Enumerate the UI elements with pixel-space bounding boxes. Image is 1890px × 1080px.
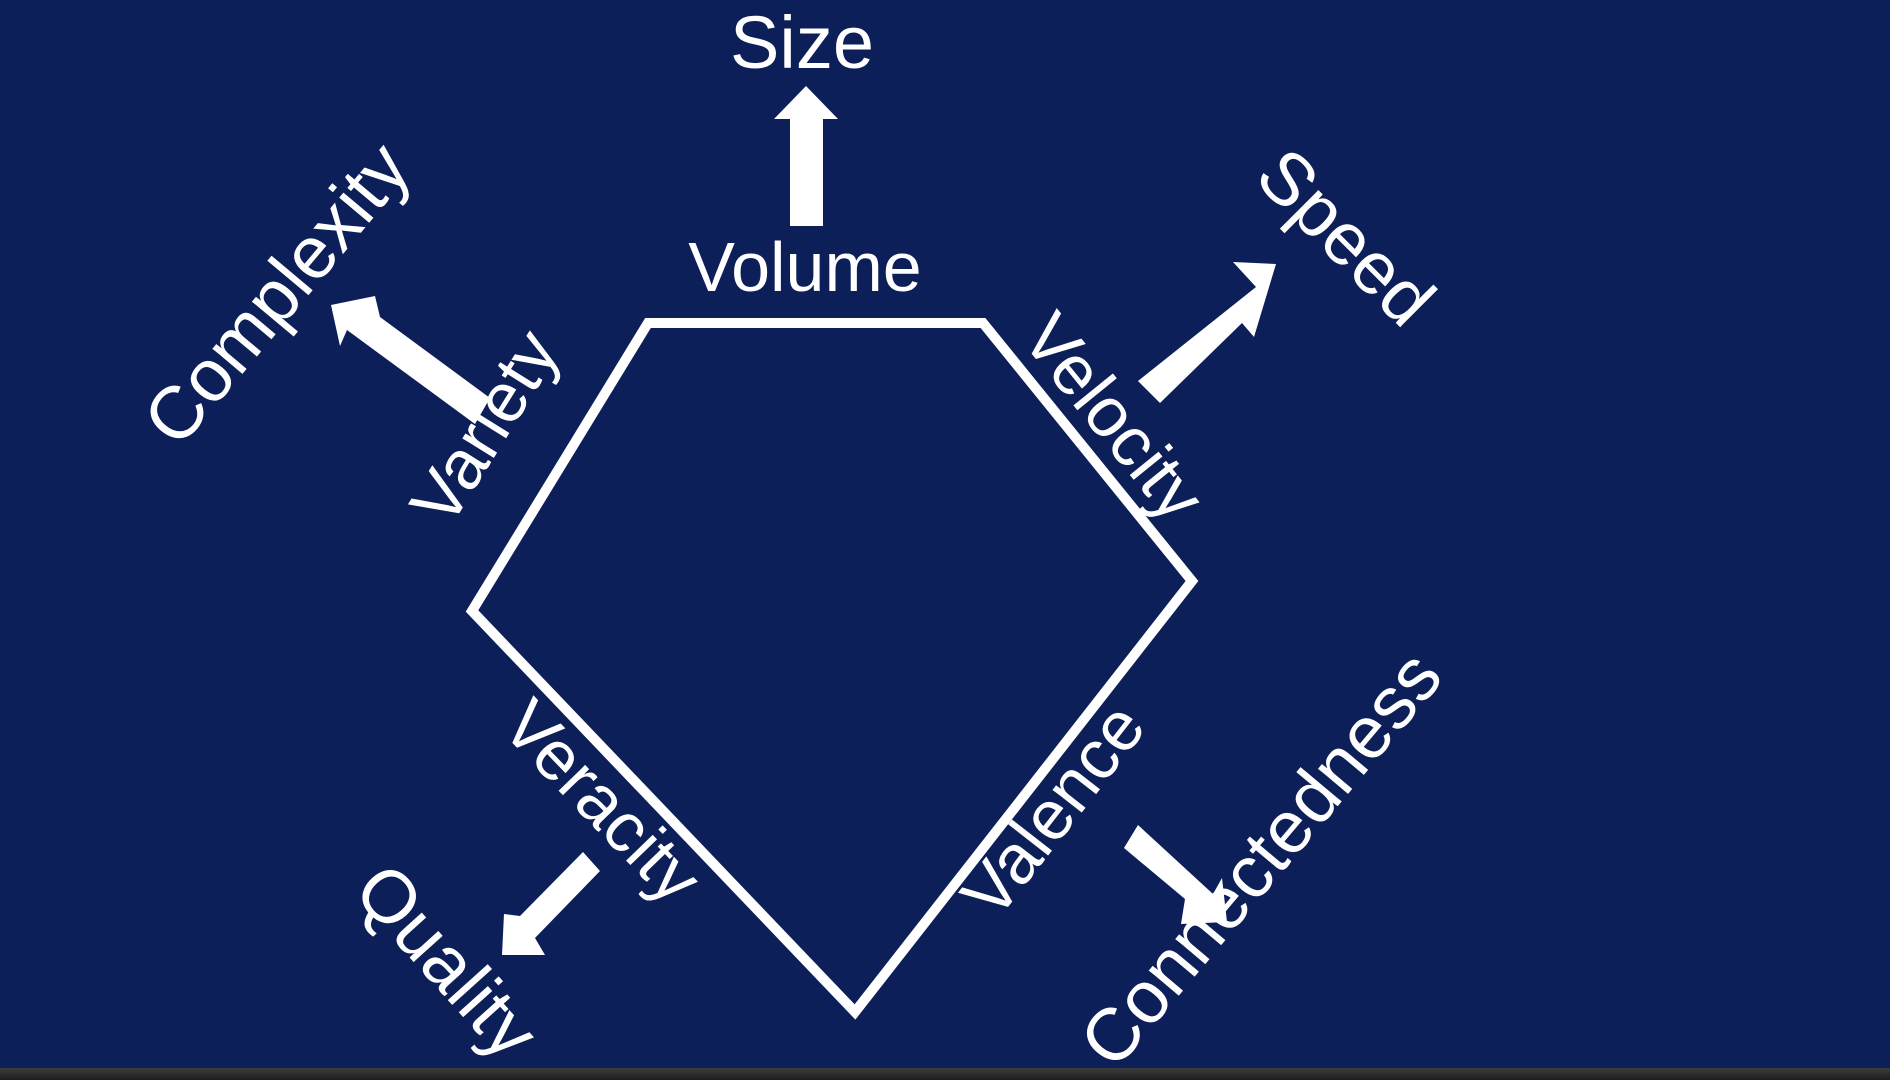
velocity-label: Velocity: [1007, 299, 1219, 536]
speed-arrow-icon: [1138, 262, 1276, 403]
size-arrow-icon: [774, 86, 838, 226]
speed-label: Speed: [1241, 132, 1451, 342]
volume-label: Volume: [688, 228, 921, 306]
veracity-label: Veracity: [488, 685, 717, 918]
window-bottom-edge: [0, 1068, 1890, 1080]
quality-label: Quality: [339, 848, 555, 1068]
valence-label: Valence: [946, 689, 1160, 932]
connectedness-arrow-icon: [1124, 825, 1227, 924]
complexity-arrow-icon: [331, 296, 490, 424]
size-label: Size: [730, 1, 874, 84]
pentagon-outline: [465, 318, 1199, 1020]
complexity-label: Complexity: [127, 127, 426, 461]
quality-arrow-icon: [502, 852, 600, 955]
connectedness-label: Connectedness: [1063, 635, 1457, 1068]
